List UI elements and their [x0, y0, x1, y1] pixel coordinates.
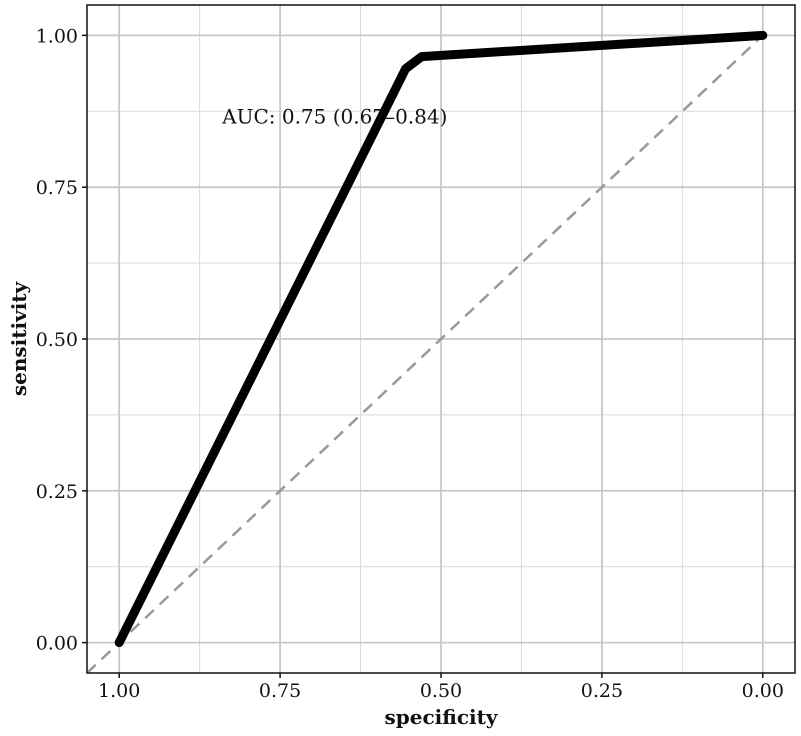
reference-diagonal-line [86, 34, 764, 674]
y-tick-label: 0.25 [36, 481, 78, 503]
x-tick-label: 0.25 [581, 680, 623, 702]
y-axis-ticks: 0.00 0.25 0.50 0.75 1.00 [36, 25, 87, 655]
x-tick-label: 0.75 [259, 680, 301, 702]
x-tick-label: 1.00 [98, 680, 140, 702]
auc-annotation: AUC: 0.75 (0.67–0.84) [221, 104, 447, 128]
x-axis-ticks: 1.00 0.75 0.50 0.25 0.00 [98, 673, 784, 702]
x-tick-label: 0.50 [420, 680, 462, 702]
y-axis-title: sensitivity [7, 280, 31, 396]
y-tick-label: 0.75 [36, 177, 78, 199]
y-tick-label: 1.00 [36, 25, 78, 47]
x-axis-title: specificity [385, 705, 499, 729]
y-tick-label: 0.00 [36, 633, 78, 655]
y-tick-label: 0.50 [36, 329, 78, 351]
roc-curve-line [114, 30, 768, 648]
series-layer [86, 30, 768, 674]
x-tick-label: 0.00 [742, 680, 784, 702]
